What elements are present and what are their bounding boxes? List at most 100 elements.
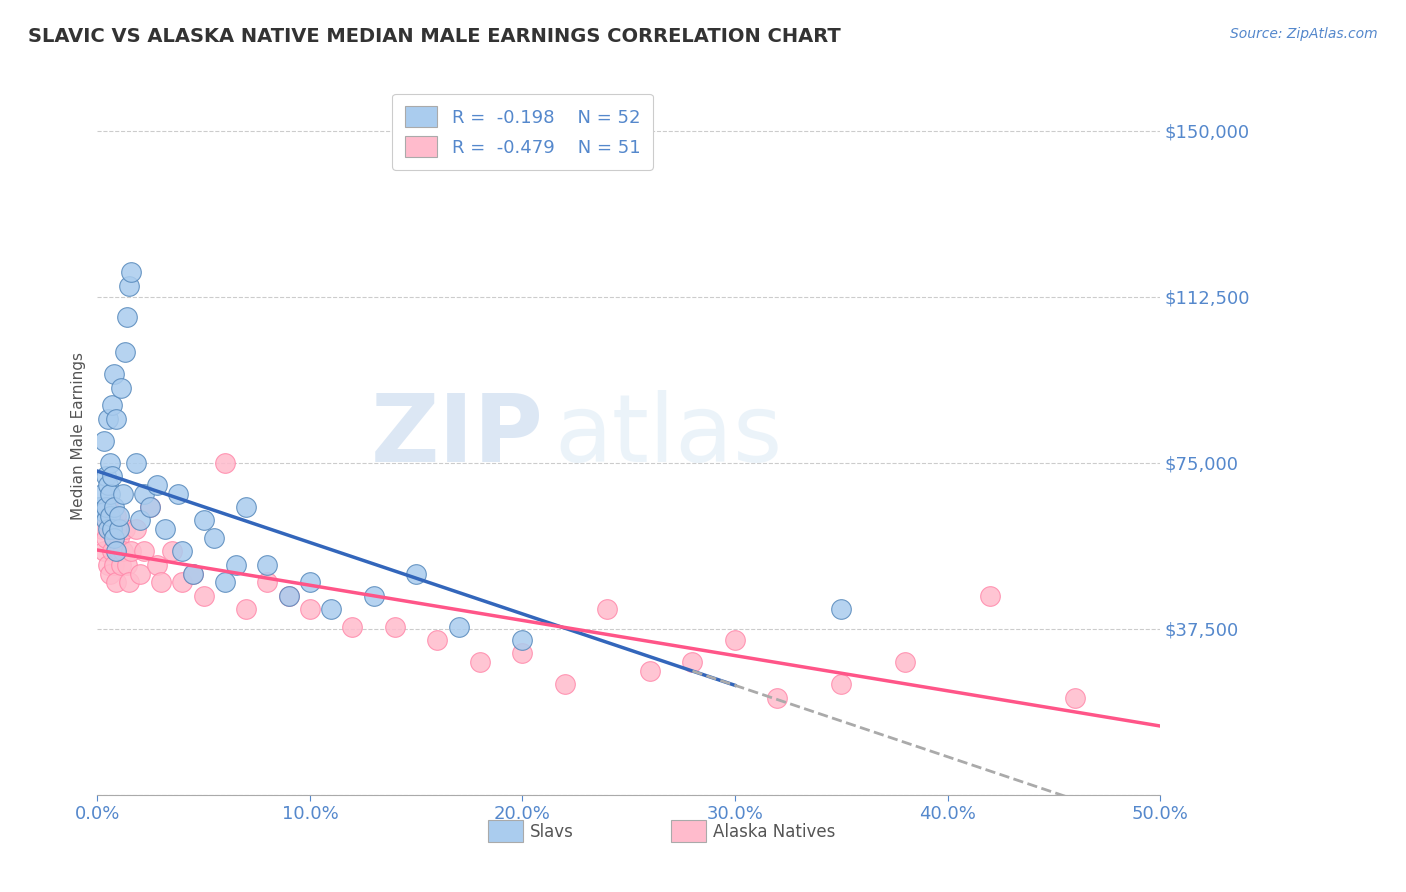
Point xyxy=(139,500,162,515)
Point xyxy=(979,589,1001,603)
Point xyxy=(384,620,406,634)
Point xyxy=(447,620,470,634)
Point xyxy=(120,265,142,279)
Point xyxy=(150,575,173,590)
Point xyxy=(596,602,619,616)
Point xyxy=(97,500,120,515)
Y-axis label: Median Male Earnings: Median Male Earnings xyxy=(72,352,86,520)
Point xyxy=(94,469,117,483)
Point xyxy=(638,664,661,678)
Text: Alaska Natives: Alaska Natives xyxy=(713,822,835,840)
Point xyxy=(830,602,852,616)
Point xyxy=(894,655,917,669)
Point xyxy=(97,558,120,572)
Point xyxy=(132,487,155,501)
Point xyxy=(363,589,385,603)
Point xyxy=(103,368,125,382)
Point xyxy=(766,690,789,705)
Point xyxy=(90,522,112,536)
Point xyxy=(155,522,177,536)
Point xyxy=(110,558,132,572)
Point xyxy=(97,478,120,492)
Point xyxy=(512,646,534,660)
Point xyxy=(101,398,124,412)
Point xyxy=(114,345,136,359)
Point xyxy=(202,531,225,545)
Point xyxy=(426,633,449,648)
Point xyxy=(97,411,120,425)
Point xyxy=(98,456,121,470)
Point xyxy=(224,558,246,572)
Point xyxy=(105,575,128,590)
Point xyxy=(98,566,121,581)
Text: ZIP: ZIP xyxy=(371,391,544,483)
Point xyxy=(181,566,204,581)
Point xyxy=(107,508,129,523)
Point xyxy=(214,456,236,470)
Point xyxy=(103,558,125,572)
Point xyxy=(321,602,343,616)
Point xyxy=(94,500,117,515)
Point xyxy=(128,566,150,581)
Point xyxy=(277,589,299,603)
Point xyxy=(146,558,169,572)
Point xyxy=(93,504,115,518)
Point xyxy=(110,380,132,394)
Text: Slavs: Slavs xyxy=(530,822,574,840)
Point xyxy=(118,278,141,293)
Point xyxy=(120,544,142,558)
Point xyxy=(342,620,364,634)
Point xyxy=(235,602,257,616)
Point xyxy=(193,589,215,603)
Point xyxy=(298,602,321,616)
Point xyxy=(105,508,128,523)
Legend: R =  -0.198    N = 52, R =  -0.479    N = 51: R = -0.198 N = 52, R = -0.479 N = 51 xyxy=(392,94,652,169)
Point xyxy=(1064,690,1087,705)
Point xyxy=(115,310,138,324)
Point xyxy=(468,655,491,669)
Point xyxy=(298,575,321,590)
Text: Source: ZipAtlas.com: Source: ZipAtlas.com xyxy=(1230,27,1378,41)
Point xyxy=(405,566,427,581)
Point xyxy=(214,575,236,590)
Point xyxy=(554,677,576,691)
Point xyxy=(107,522,129,536)
Point xyxy=(97,522,120,536)
Point xyxy=(724,633,747,648)
Text: atlas: atlas xyxy=(554,391,783,483)
Point xyxy=(235,500,257,515)
Point xyxy=(114,522,136,536)
Point xyxy=(103,531,125,545)
Point xyxy=(172,544,194,558)
Point xyxy=(111,487,134,501)
Point xyxy=(172,575,194,590)
Point xyxy=(277,589,299,603)
Point xyxy=(105,411,128,425)
Point xyxy=(193,513,215,527)
Point xyxy=(94,531,117,545)
Point xyxy=(103,500,125,515)
Point xyxy=(89,500,111,515)
Point xyxy=(101,469,124,483)
Point xyxy=(146,478,169,492)
Point xyxy=(139,500,162,515)
Point xyxy=(256,558,278,572)
Point xyxy=(118,575,141,590)
Point xyxy=(93,434,115,448)
Point xyxy=(682,655,704,669)
Point xyxy=(101,544,124,558)
Point xyxy=(830,677,852,691)
Point xyxy=(98,508,121,523)
Text: SLAVIC VS ALASKA NATIVE MEDIAN MALE EARNINGS CORRELATION CHART: SLAVIC VS ALASKA NATIVE MEDIAN MALE EARN… xyxy=(28,27,841,45)
Point xyxy=(101,513,124,527)
Point xyxy=(256,575,278,590)
Point xyxy=(93,544,115,558)
Point xyxy=(101,522,124,536)
Point xyxy=(124,522,146,536)
Point xyxy=(181,566,204,581)
Point xyxy=(90,487,112,501)
Point xyxy=(115,558,138,572)
Point xyxy=(124,456,146,470)
Point xyxy=(160,544,183,558)
Point xyxy=(98,522,121,536)
